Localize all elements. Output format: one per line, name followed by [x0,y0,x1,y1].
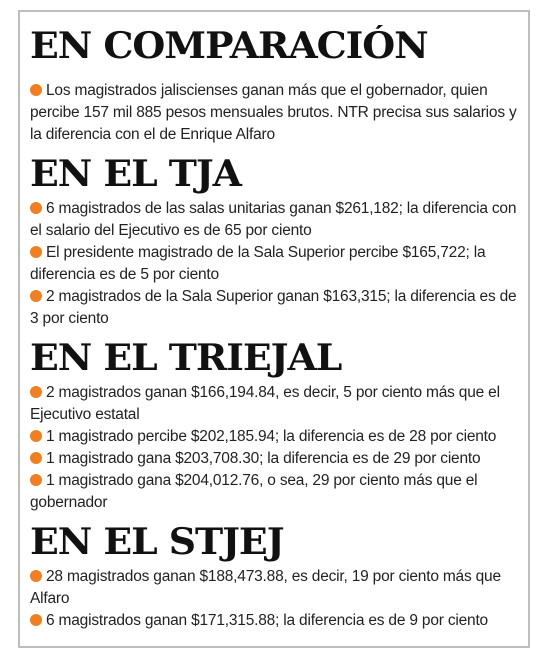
section: EN EL STJEJ 28 magistrados ganan $188,473… [30,522,518,632]
item-text: 28 magistrados ganan $188,473.88, es dec… [30,568,501,607]
bullet-dot [30,202,42,214]
item-text: 1 magistrado gana $204,012.76, o sea, 29… [30,472,478,511]
bullet-item: 1 magistrado gana $204,012.76, o sea, 29… [30,470,518,514]
bullet-dot [30,474,42,486]
section: EN COMPARACIÓN Los magistrados jalisciens… [30,26,518,146]
bullet-item: 6 magistrados ganan $171,315.88; la dife… [30,610,518,632]
bullet-dot [30,452,42,464]
bullet-item: 28 magistrados ganan $188,473.88, es dec… [30,566,518,610]
item-text: Los magistrados jaliscienses ganan más q… [30,82,517,143]
bullet-item: 2 magistrados de la Sala Superior ganan … [30,286,518,330]
item-text: 1 magistrado gana $203,708.30; la difere… [46,450,481,467]
section: EN EL TRIEJAL 2 magistrados ganan $166,19… [30,338,518,514]
bullet-dot [30,290,42,302]
item-text: 2 magistrados ganan $166,194.84, es deci… [30,384,500,423]
item-text: 2 magistrados de la Sala Superior ganan … [30,288,517,327]
bullet-dot [30,386,42,398]
section-heading: EN COMPARACIÓN [30,25,429,67]
section-heading: EN EL TRIEJAL [30,337,342,379]
item-text: 6 magistrados de las salas unitarias gan… [30,200,517,239]
bullet-item: 1 magistrado gana $203,708.30; la difere… [30,448,518,470]
bullet-dot [30,614,42,626]
bullet-item: 2 magistrados ganan $166,194.84, es deci… [30,382,518,426]
item-text: 6 magistrados ganan $171,315.88; la dife… [46,612,488,629]
item-text: 1 magistrado percibe $202,185.94; la dif… [46,428,497,445]
item-text: El presidente magistrado de la Sala Supe… [30,244,486,283]
section-heading: EN EL STJEJ [30,521,285,563]
bullet-item: Los magistrados jaliscienses ganan más q… [30,80,518,146]
bullet-item: 1 magistrado percibe $202,185.94; la dif… [30,426,518,448]
bullet-item: El presidente magistrado de la Sala Supe… [30,242,518,286]
bullet-dot [30,246,42,258]
bullet-dot [30,430,42,442]
bullet-dot [30,570,42,582]
infographic: EN COMPARACIÓN Los magistrados jalisciens… [18,10,530,648]
bullet-item: 6 magistrados de las salas unitarias gan… [30,198,518,242]
section-heading: EN EL TJA [30,153,242,195]
bullet-dot [30,84,42,96]
section: EN EL TJA 6 magistrados de las salas unit… [30,154,518,330]
